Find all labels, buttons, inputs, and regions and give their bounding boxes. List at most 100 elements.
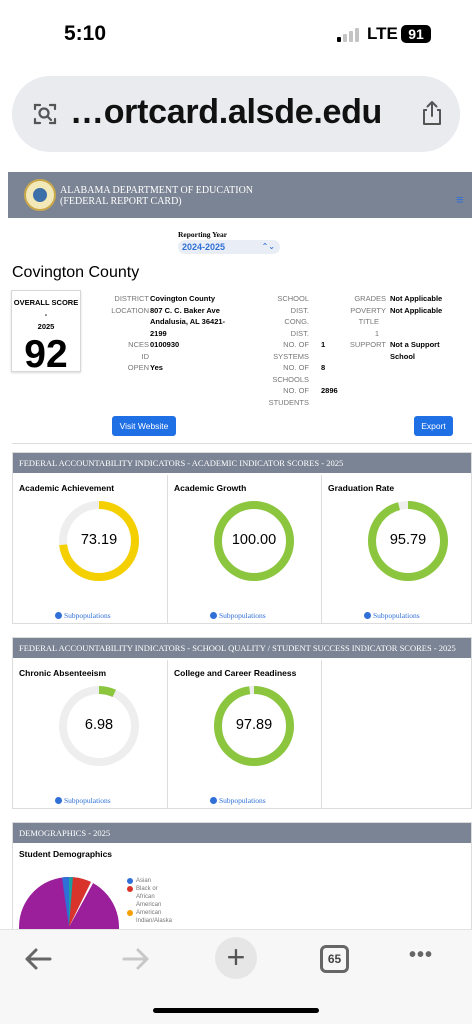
reader-icon[interactable]: [32, 101, 58, 127]
reporting-year-label: Reporting Year: [178, 230, 228, 239]
menu-icon[interactable]: ≡: [456, 192, 464, 207]
district-label: DISTRICT: [114, 294, 149, 303]
score-donut: [368, 501, 448, 581]
divider: [321, 475, 322, 623]
cong-dist-label: CONG.: [284, 317, 309, 326]
divider: [12, 443, 472, 444]
back-arrow-icon[interactable]: [22, 946, 54, 972]
subpopulations-link[interactable]: Subpopulations: [210, 611, 266, 620]
nces-label: NCES: [128, 340, 149, 349]
score-label-line-1: OVERALL SCORE -: [13, 298, 79, 319]
academic-card: Graduation Rate 95.79 Subpopulations: [322, 475, 472, 623]
district-info-values: Covington County 807 C. C. Baker Ave And…: [150, 293, 254, 374]
demographics-panel-heading: DEMOGRAPHICS - 2025: [13, 823, 471, 843]
systems-label-2: SYSTEMS: [273, 351, 309, 361]
donut-arc: [214, 686, 294, 766]
subpopulations-label: Subpopulations: [219, 796, 266, 805]
legend-label: Indian/Alaska: [136, 918, 173, 924]
quality-card: Chronic Absenteeism 6.98 Subpopulations: [13, 660, 163, 808]
clock: 5:10: [64, 22, 107, 45]
title-value: 1: [374, 328, 379, 338]
donut-arc: [59, 686, 139, 766]
subpopulations-label: Subpopulations: [219, 611, 266, 620]
donut-arc: [368, 501, 448, 581]
web-page: ALABAMA DEPARTMENT OF EDUCATION (FEDERAL…: [0, 152, 472, 929]
score-value: 100.00: [231, 532, 277, 548]
site-header: ALABAMA DEPARTMENT OF EDUCATION (FEDERAL…: [8, 172, 472, 218]
district-value: Covington County: [150, 294, 215, 303]
score-value: 6.98: [84, 717, 114, 733]
subpopulations-label: Subpopulations: [64, 611, 111, 620]
location-value-1: 807 C. C. Baker Ave: [150, 305, 220, 315]
pie-slice-asian: [62, 877, 69, 927]
card-title: Academic Achievement: [19, 483, 115, 493]
score-value: 73.19: [80, 532, 118, 548]
legend-item[interactable]: Asian: [127, 877, 172, 885]
subpopulations-link[interactable]: Subpopulations: [210, 796, 266, 805]
divider: [167, 660, 168, 808]
score-donut: [214, 686, 294, 766]
score-label: OVERALL SCORE - 2025: [12, 297, 80, 333]
schools-label-2: SCHOOLS: [272, 374, 309, 384]
share-icon[interactable]: [419, 99, 445, 127]
demographics-title: Student Demographics: [19, 849, 113, 859]
legend-item[interactable]: Black or African American: [127, 885, 172, 909]
new-tab-plus-icon[interactable]: +: [215, 937, 257, 979]
arrow-down-circle-icon: [364, 612, 371, 619]
divider: [321, 660, 322, 808]
card-title: Graduation Rate: [328, 483, 395, 493]
location-label: LOCATION: [111, 305, 149, 315]
score-donut: [214, 501, 294, 581]
home-indicator: [153, 1008, 319, 1013]
subpopulations-label: Subpopulations: [64, 796, 111, 805]
visit-website-button[interactable]: Visit Website: [112, 416, 176, 436]
legend-item[interactable]: American Indian/Alaska: [127, 909, 172, 925]
url-text[interactable]: …ortcard.alsde.edu: [70, 93, 383, 131]
students-label-2: STUDENTS: [268, 397, 309, 407]
location-value-2: Andalusia, AL 36421-: [150, 317, 226, 326]
support-value-1: Not a Support: [390, 340, 440, 349]
pie-slice-black: [69, 877, 91, 927]
poverty-label: POVERTY: [350, 305, 386, 315]
quality-card: College and Career Readiness 97.89 Subpopu…: [168, 660, 318, 808]
legend-swatch: [127, 878, 133, 884]
district-info-labels: DISTRICT LOCATION NCES ID OPEN: [104, 293, 149, 374]
address-bar[interactable]: …ortcard.alsde.edu: [12, 76, 460, 152]
nces-value: 0100930: [150, 340, 180, 349]
location-value-3: 2199: [150, 328, 167, 338]
cong-dist-label-2: DIST.: [290, 328, 309, 338]
alsde-seal-logo[interactable]: [24, 179, 56, 211]
subpopulations-link[interactable]: Subpopulations: [364, 611, 420, 620]
score-value: 95.79: [389, 532, 427, 548]
students-value: 2896: [321, 386, 338, 395]
score-value: 97.89: [235, 717, 273, 733]
tabs-button[interactable]: 65: [320, 945, 349, 973]
page-title: Covington County: [12, 264, 140, 281]
academic-panel-heading: FEDERAL ACCOUNTABILITY INDICATORS - ACAD…: [13, 453, 471, 473]
open-value: Yes: [150, 363, 163, 372]
score-label-line-2: 2025: [37, 322, 55, 331]
nces-label-2: ID: [141, 351, 150, 361]
subpopulations-link[interactable]: Subpopulations: [55, 796, 111, 805]
subpopulations-link[interactable]: Subpopulations: [55, 611, 111, 620]
arrow-down-circle-icon: [55, 612, 62, 619]
reporting-year-select[interactable]: 2024-2025 ⌃⌄: [178, 240, 280, 254]
legend-label: American: [136, 902, 162, 908]
site-title-line-2: (FEDERAL REPORT CARD): [60, 196, 182, 207]
grades-label: GRADES: [354, 294, 386, 303]
legend-label: African: [136, 894, 155, 900]
card-title: Academic Growth: [174, 483, 247, 493]
forward-arrow-icon[interactable]: [120, 946, 152, 972]
pie-legend: Asian Black or African American American In…: [127, 877, 172, 925]
title-label: TITLE: [358, 317, 379, 326]
export-button[interactable]: Export: [414, 416, 453, 436]
district-meta-labels: GRADES POVERTY TITLE 1 SUPPORT: [336, 293, 386, 351]
overall-score-card: OVERALL SCORE - 2025 92: [11, 290, 81, 375]
academic-card: Academic Achievement 73.19 Subpopulations: [13, 475, 163, 623]
students-label: NO. OF: [283, 386, 309, 395]
score-donut: [59, 501, 139, 581]
schools-value: 8: [321, 363, 326, 372]
more-dots-icon[interactable]: •••: [409, 944, 434, 966]
demographics-panel: DEMOGRAPHICS - 2025 Student Demographics…: [12, 822, 472, 929]
signal-icon: [337, 28, 359, 42]
